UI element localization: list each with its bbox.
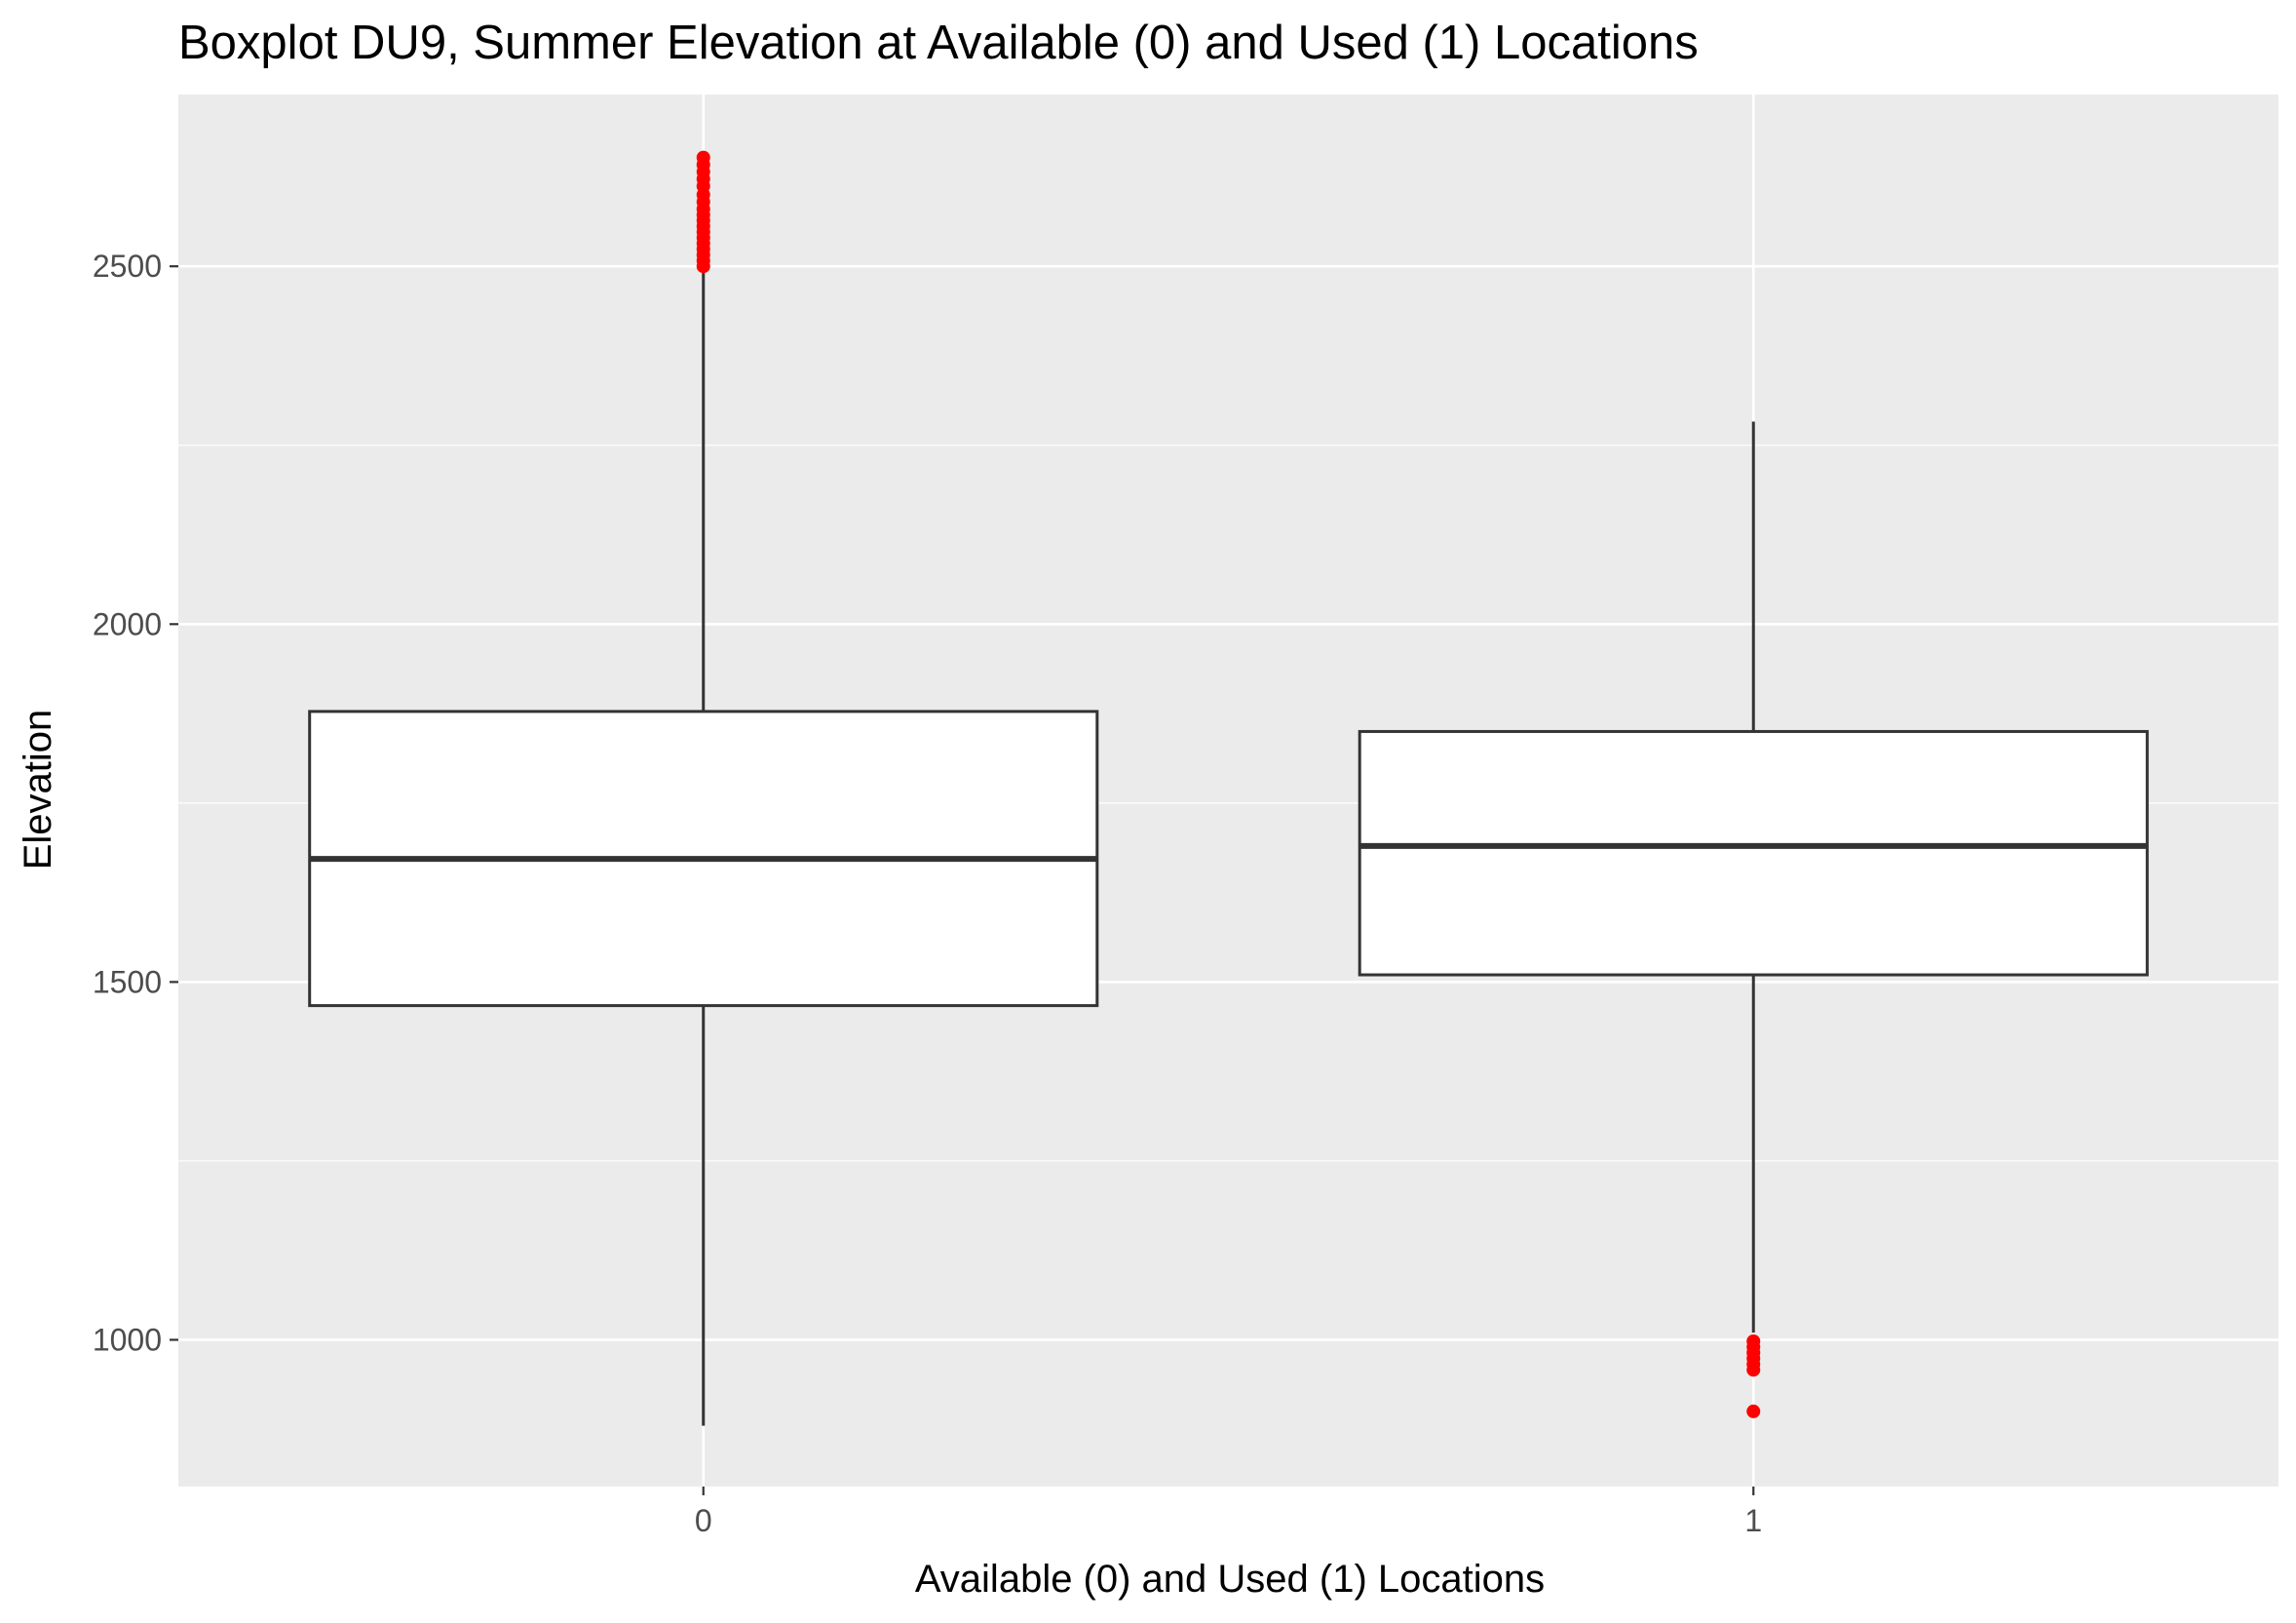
box-group-0 — [308, 150, 1099, 1426]
x-tick-label: 0 — [695, 1503, 712, 1538]
y-axis-title: Elevation — [17, 710, 59, 870]
chart-title: Boxplot DU9, Summer Elevation at Availab… — [178, 17, 1699, 69]
y-axis: 1000 1500 2000 2500 — [93, 249, 178, 1357]
box-iqr — [1358, 729, 2149, 977]
outlier-point — [696, 150, 710, 165]
y-tick-label: 2000 — [93, 606, 162, 641]
y-tick-label: 1000 — [93, 1322, 162, 1357]
outlier-point — [1746, 1404, 1761, 1418]
x-tick-label: 1 — [1744, 1503, 1762, 1538]
boxes — [308, 150, 2149, 1426]
y-tick-label: 2500 — [93, 249, 162, 284]
x-axis-title: Available (0) and Used (1) Locations — [915, 1558, 1545, 1601]
y-tick-label: 1500 — [93, 964, 162, 999]
box-group-1 — [1358, 421, 2149, 1418]
outlier-point — [1746, 1363, 1761, 1377]
